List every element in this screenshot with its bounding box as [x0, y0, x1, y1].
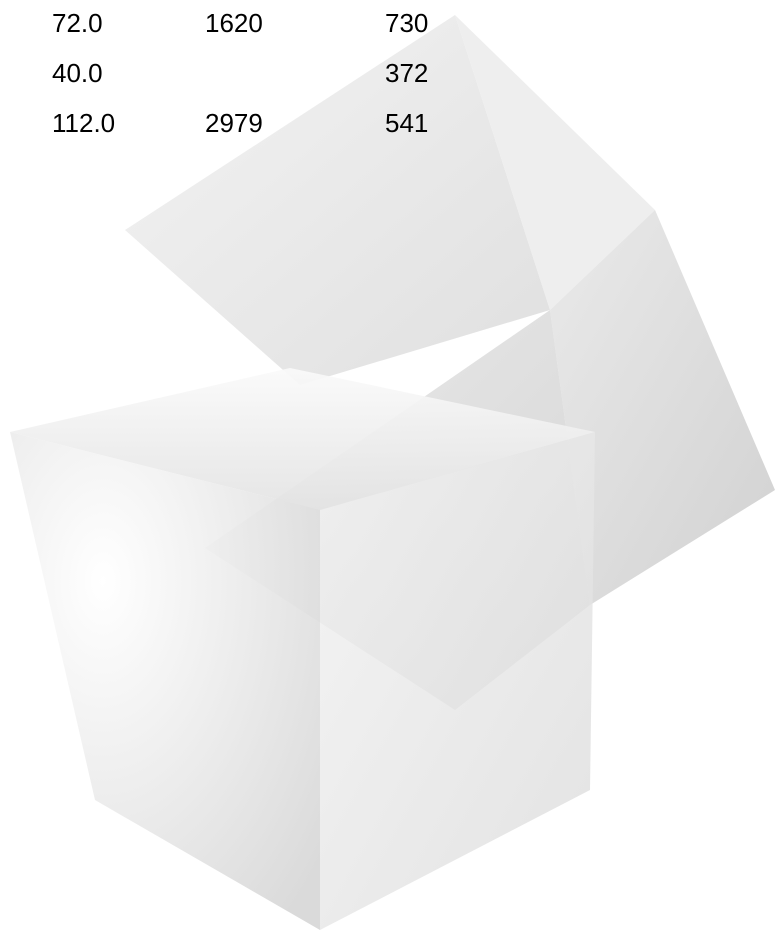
slide: 72.0 1620 730 40.0 372 112.0 2979 541: [0, 0, 780, 930]
cube-face: [320, 432, 595, 930]
table-cell: 541: [385, 108, 428, 138]
table-cell: 372: [385, 58, 428, 88]
page: 72.0162073040.0372112.02979541 (() => { …: [0, 0, 780, 930]
table-cell: 730: [385, 8, 428, 38]
table-cell: 112.0: [52, 108, 115, 138]
table-cell: 1620: [205, 8, 263, 38]
table-cell: 2979: [205, 108, 263, 138]
front-cube: [10, 368, 595, 930]
table-cell: 40.0: [52, 58, 103, 88]
table-cell: 72.0: [52, 8, 103, 38]
cube-face: [10, 432, 320, 930]
